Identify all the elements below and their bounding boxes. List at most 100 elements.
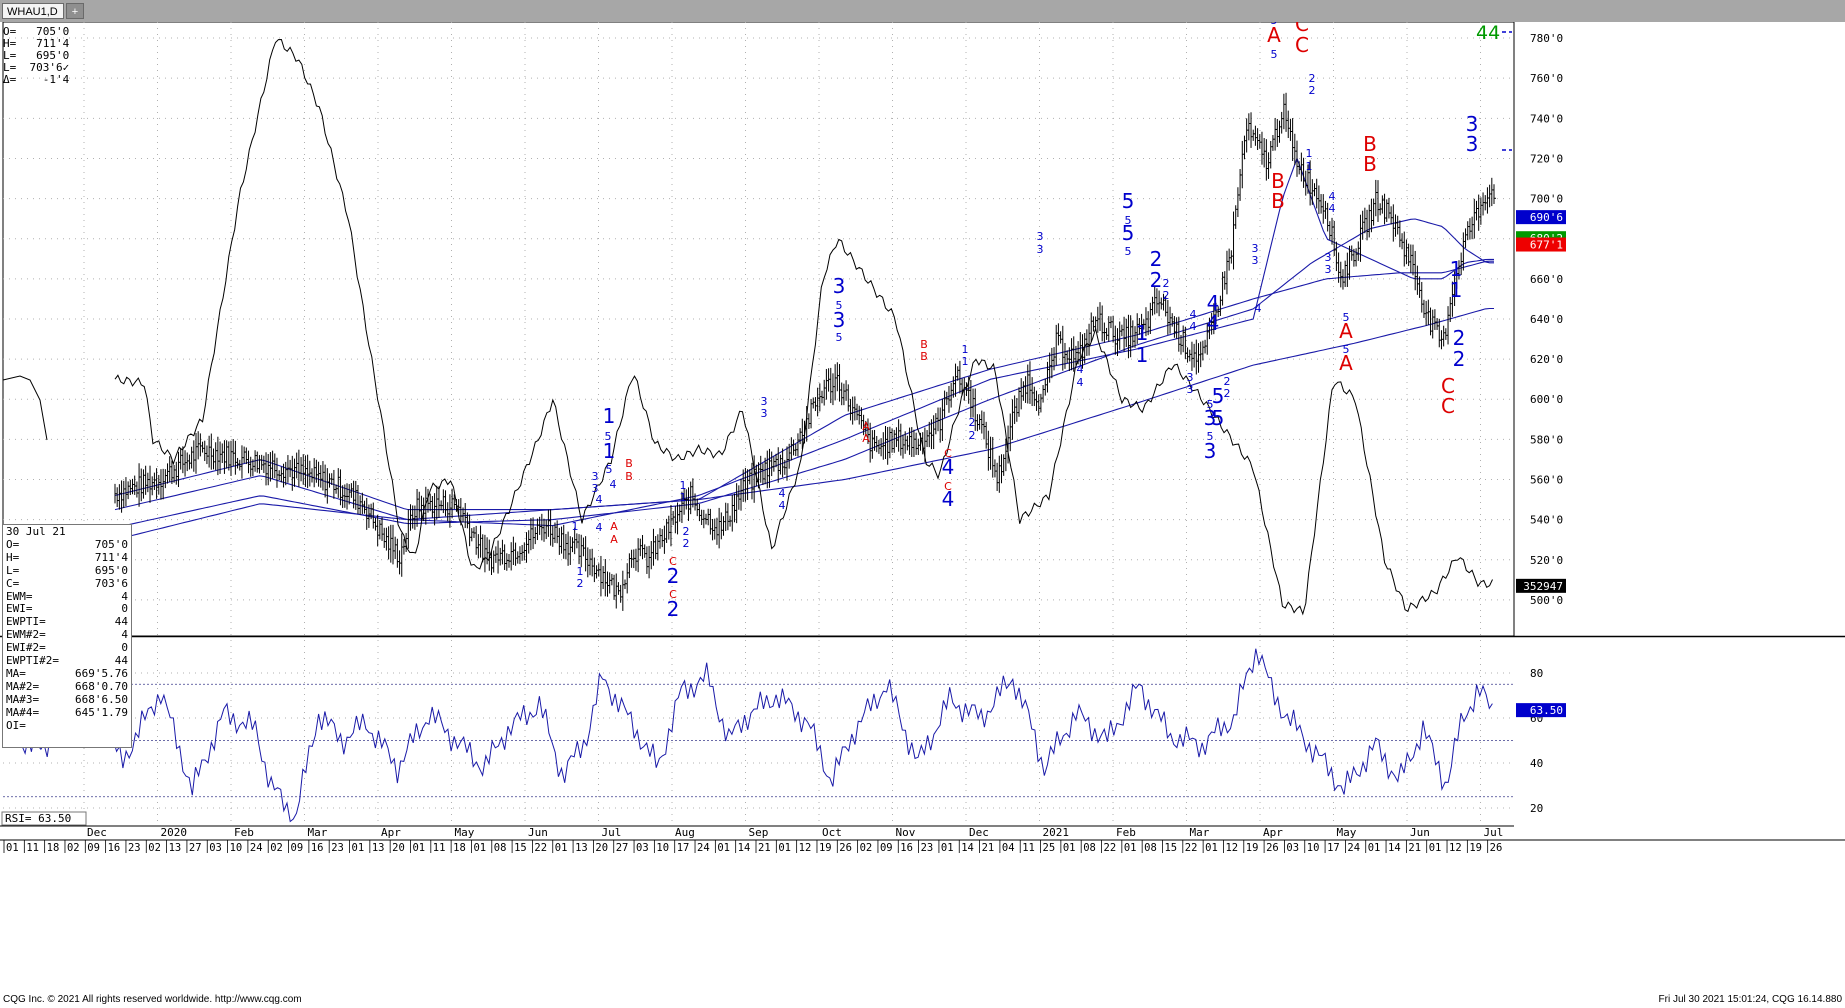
ohlc-header: O= 705'0 H= 711'4 L= 695'0 L= 703'6✓ Δ= -1'4 bbox=[3, 26, 69, 86]
stats-row: EWI#2= 0 bbox=[6, 641, 128, 655]
day-label: 26 bbox=[1266, 842, 1279, 854]
stats-label: MA#2= bbox=[6, 679, 40, 693]
wave-label: C bbox=[669, 588, 677, 601]
y-tick-label: 640'0 bbox=[1530, 313, 1563, 326]
stats-value: 668'0.70 bbox=[75, 679, 128, 693]
stats-row: L= 695'0 bbox=[6, 564, 128, 578]
wave-label: 4 bbox=[1329, 190, 1336, 203]
y-tick-label: 660'0 bbox=[1530, 273, 1563, 286]
wave-label: 2 bbox=[1309, 84, 1316, 97]
stats-label: EWM#2= bbox=[6, 628, 46, 642]
wave-label: C bbox=[944, 480, 952, 493]
ohlc-header-row: H= 711'4 bbox=[3, 37, 70, 50]
wave-label: 5 bbox=[1125, 214, 1132, 227]
wave-label: 1 bbox=[680, 479, 687, 492]
wave-label: A bbox=[862, 432, 870, 445]
wave-label: B bbox=[625, 470, 633, 483]
price-tag bbox=[1516, 237, 1566, 252]
chart-tab-whau1[interactable]: WHAU1,D bbox=[2, 3, 64, 19]
wave-label: 1 bbox=[1306, 147, 1313, 160]
day-label: 01 bbox=[778, 842, 791, 854]
day-label: 14 bbox=[1388, 842, 1401, 854]
y-tick-label: 620'0 bbox=[1530, 353, 1563, 366]
price-tag bbox=[1516, 578, 1566, 593]
elliott-wave-labels: 151533BB44AA11241122C2C233443535AABB1122… bbox=[572, 22, 1512, 621]
wave-label: 5 bbox=[1207, 398, 1214, 411]
wave-label: 5 bbox=[1271, 48, 1278, 61]
stats-row: EWPTI#2= 44 bbox=[6, 654, 128, 668]
month-label: Mar bbox=[1190, 826, 1210, 839]
wave-label: 5 bbox=[1122, 221, 1135, 245]
wave-label: 3 bbox=[1037, 243, 1044, 256]
day-label: 10 bbox=[656, 842, 669, 854]
month-label: Sep bbox=[749, 826, 769, 839]
y-tick-label: 560'0 bbox=[1530, 473, 1563, 486]
stats-value: 668'6.50 bbox=[75, 692, 128, 706]
wave-label: B bbox=[1363, 132, 1377, 156]
wave-label: 1 bbox=[1136, 343, 1149, 367]
wave-label: 4 bbox=[942, 455, 955, 479]
day-label: 12 bbox=[799, 842, 812, 854]
day-label: 20 bbox=[392, 842, 405, 854]
chart-canvas[interactable]: 151533BB44AA11241122C2C233443535AABB1122… bbox=[0, 22, 1845, 992]
wave-label: 2 bbox=[1453, 326, 1466, 350]
stats-value: 645'1.79 bbox=[75, 705, 128, 719]
day-label: 24 bbox=[697, 842, 710, 854]
day-label: 01 bbox=[1429, 842, 1442, 854]
wave-label: 3 bbox=[1252, 254, 1259, 267]
rsi-tick-label: 20 bbox=[1530, 802, 1543, 815]
day-label: 16 bbox=[900, 842, 913, 854]
ewpti-value: 44 bbox=[1476, 22, 1500, 44]
day-label: 02 bbox=[148, 842, 161, 854]
day-label: 21 bbox=[758, 842, 771, 854]
stats-panel: 30 Jul 21 O= 705'0 H= 711'4 L= 695'0 C= 703'6 EW… bbox=[2, 524, 132, 748]
wave-label: A bbox=[610, 533, 618, 546]
stats-label: O= bbox=[6, 537, 20, 551]
wave-label: 3 bbox=[761, 407, 768, 420]
stats-value: 44 bbox=[114, 654, 128, 668]
day-label: 17 bbox=[677, 842, 690, 854]
day-label: 01 bbox=[352, 842, 365, 854]
day-label: 11 bbox=[1022, 842, 1035, 854]
axes: 780'0760'0740'0720'0700'0680'0660'0640'0… bbox=[0, 32, 1845, 854]
stats-row: EWM= 4 bbox=[6, 590, 128, 604]
wave-label: 3 bbox=[1187, 383, 1194, 396]
stats-row: C= 703'6 bbox=[6, 577, 128, 591]
wave-label: 4 bbox=[942, 487, 955, 511]
day-label: 01 bbox=[412, 842, 425, 854]
wave-label: B bbox=[625, 457, 633, 470]
wave-label: 2 bbox=[1224, 375, 1231, 388]
day-label: 01 bbox=[473, 842, 486, 854]
wave-label: B bbox=[1271, 189, 1285, 213]
add-tab-button[interactable]: + bbox=[66, 3, 84, 19]
day-label: 19 bbox=[1469, 842, 1482, 854]
day-label: 21 bbox=[982, 842, 995, 854]
wave-label: 4 bbox=[1255, 302, 1262, 315]
month-label: Apr bbox=[1263, 826, 1283, 839]
month-label: 2021 bbox=[1043, 826, 1070, 839]
stats-label: EWI= bbox=[6, 602, 33, 616]
stats-row: MA#3= 668'6.50 bbox=[6, 692, 128, 707]
wave-label: 5 bbox=[836, 331, 843, 344]
month-label: Aug bbox=[675, 826, 695, 839]
oscillator-stub bbox=[2, 375, 48, 441]
tab-bar: WHAU1,D + bbox=[0, 0, 1845, 22]
day-label: 11 bbox=[433, 842, 446, 854]
day-label: 01 bbox=[1368, 842, 1381, 854]
y-tick-label: 780'0 bbox=[1530, 32, 1563, 45]
grid bbox=[0, 22, 1845, 826]
stats-row: H= 711'4 bbox=[6, 551, 128, 565]
day-label: 22 bbox=[1185, 842, 1198, 854]
month-label: May bbox=[455, 826, 475, 839]
wave-label: 3 bbox=[1187, 371, 1194, 384]
price-bars bbox=[114, 92, 1496, 611]
wave-label: 5 bbox=[1207, 430, 1214, 443]
wave-label: 2 bbox=[1224, 387, 1231, 400]
day-label: 01 bbox=[6, 842, 19, 854]
day-label: 19 bbox=[819, 842, 832, 854]
day-label: 20 bbox=[595, 842, 608, 854]
wave-label: 2 bbox=[1150, 268, 1163, 292]
month-label: Jul bbox=[1484, 826, 1504, 839]
wave-label: 3 bbox=[592, 482, 599, 495]
day-label: 13 bbox=[575, 842, 588, 854]
